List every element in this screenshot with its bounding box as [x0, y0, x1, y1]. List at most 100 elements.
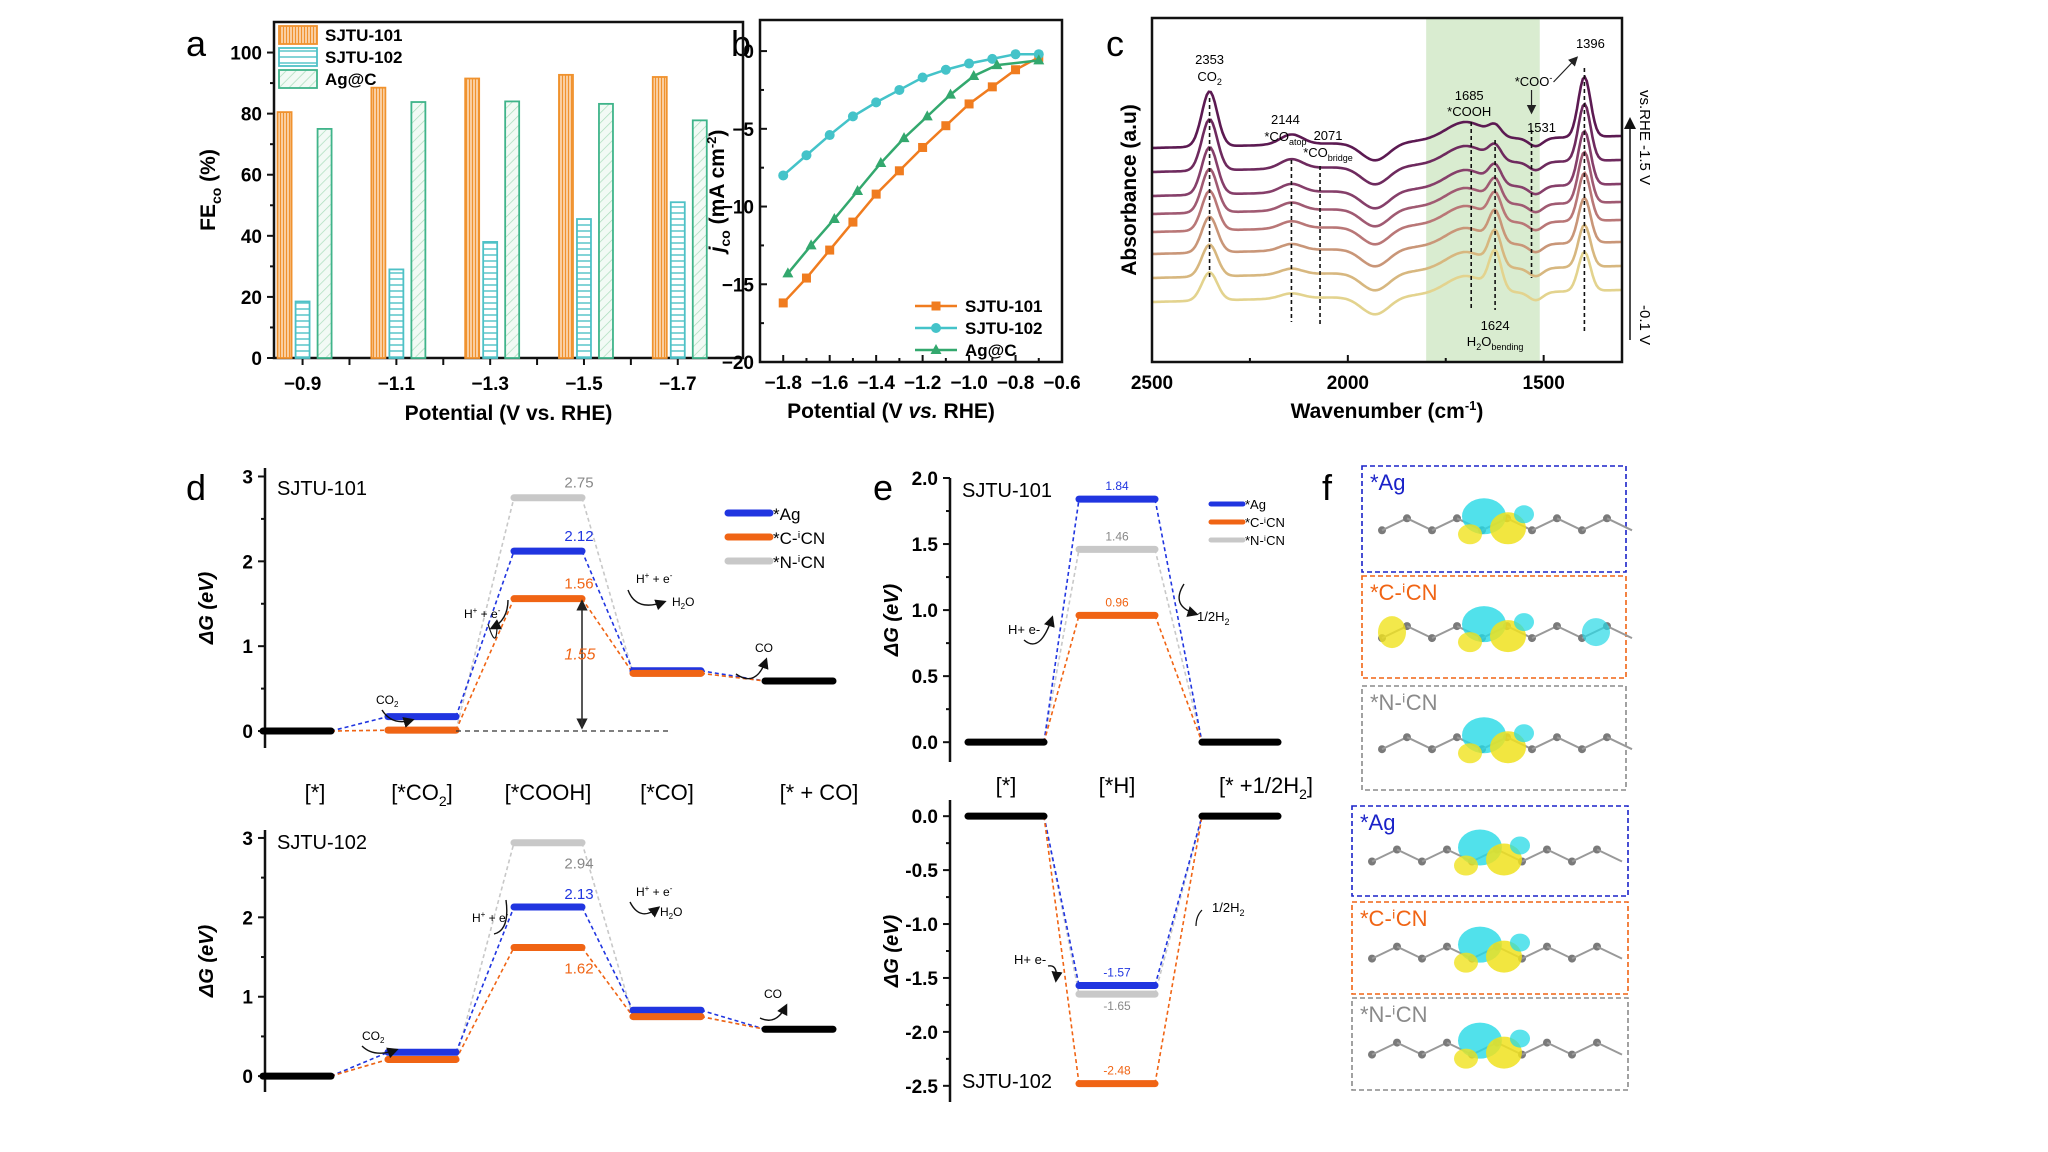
data-point	[987, 82, 997, 92]
panel-d-energy-diagram: 0 1 2 3 ΔG (eV) SJTU-101 0 1 2 3 ΔG (eV) SJTU-102 [*…	[196, 467, 858, 1092]
peak-label: 2071	[1314, 128, 1343, 143]
y-axis-label: ΔG (eV)	[881, 915, 903, 989]
box-label: *N-ⁱCN	[1360, 1002, 1427, 1027]
step-label: 1/2H2	[1197, 609, 1229, 627]
bond	[1546, 945, 1573, 960]
density-blob-yellow	[1454, 1048, 1478, 1069]
data-point	[828, 212, 840, 223]
legend-label: Ag@C	[325, 70, 377, 89]
category-label: [* +1/2H2]	[1219, 773, 1313, 802]
density-blob-cyan	[1510, 1029, 1530, 1048]
connector-line	[455, 842, 515, 1060]
panel-a-bar-chart: 0 20 40 60 80 100 −0.9 −1.1 −1.3 −1.5 −1.7 SJTU-101…	[197, 20, 745, 425]
connector-line	[455, 598, 515, 731]
bar-sjtu101	[651, 76, 668, 359]
step-label: H2O	[672, 595, 694, 611]
y-tick-label: -0.5	[905, 861, 938, 882]
step-arrow	[1195, 909, 1203, 927]
charge-density-box: *C-ⁱCN	[1361, 575, 1633, 679]
x-tick-label: −1.5	[565, 374, 603, 395]
box-label: *C-ⁱCN	[1370, 580, 1437, 605]
data-point	[1010, 49, 1021, 60]
bar-sjtu102	[669, 201, 686, 359]
connector-line	[330, 729, 389, 732]
data-point	[898, 132, 910, 143]
connector-line	[1154, 615, 1203, 743]
series-line-sjtu102	[782, 52, 1039, 177]
bond	[1371, 945, 1398, 960]
category-label: [*COOH]	[505, 780, 592, 805]
spectrum-line	[1151, 247, 1622, 316]
value-label: 2.94	[564, 856, 593, 873]
density-blob-yellow	[1454, 952, 1478, 973]
data-point	[778, 298, 788, 308]
subtitle: SJTU-101	[277, 478, 367, 500]
step-label: CO2	[376, 693, 399, 709]
step-label: H+ + e-	[472, 910, 509, 925]
step-arrow	[735, 657, 769, 680]
data-point	[964, 99, 974, 109]
data-point	[921, 110, 933, 121]
data-point	[1033, 49, 1044, 60]
peak-assignment: *COatop	[1264, 129, 1306, 147]
value-label: 1.62	[564, 961, 593, 978]
bar-sjtu102	[388, 268, 405, 359]
spectrum-line	[1151, 171, 1622, 246]
value-label: -1.65	[1103, 999, 1131, 1013]
panel-label-f: f	[1322, 467, 1333, 508]
charge-density-box: *Ag	[1351, 805, 1629, 897]
spectrum-line	[1151, 150, 1622, 228]
step-label: H2O	[660, 905, 682, 921]
bond	[1521, 945, 1548, 960]
data-point	[782, 267, 794, 278]
bar-agc	[504, 100, 521, 359]
box-label: *N-ⁱCN	[1370, 690, 1437, 715]
density-blob-yellow	[1458, 524, 1482, 545]
step-arrow	[493, 899, 508, 935]
charge-density-box: *N-ⁱCN	[1361, 685, 1633, 791]
bond	[1546, 848, 1573, 863]
axes-frame	[758, 18, 1064, 364]
y-axis-label: FEco (%)	[197, 149, 224, 231]
value-label: 2.13	[564, 886, 593, 903]
data-point	[825, 245, 835, 255]
y-tick-label: 1.5	[912, 535, 939, 556]
bond	[1431, 517, 1458, 532]
connector-line	[1154, 549, 1203, 743]
subtitle: SJTU-102	[277, 832, 367, 854]
data-point	[871, 97, 882, 108]
legend-label: *C-ⁱCN	[1245, 515, 1285, 530]
legend-label: *N-ⁱCN	[773, 553, 825, 572]
y-tick-label: 2.0	[912, 469, 938, 490]
peak-assignment: *CObridge	[1303, 145, 1353, 163]
data-point	[801, 273, 811, 283]
y-axis-label: ΔG (eV)	[196, 572, 218, 646]
x-tick-label: −1.3	[471, 374, 509, 395]
y-tick-label: −10	[722, 198, 754, 219]
y-axis-label: ΔG (eV)	[196, 925, 218, 999]
potential-label-bottom: -0.1 V	[1636, 305, 1653, 345]
panel-e-her-diagram: 0.0 0.5 1.0 1.5 2.0 ΔG (eV) SJTU-101 0.0 -0.5 -1.…	[881, 469, 1313, 1102]
y-tick-label: 0	[242, 722, 253, 743]
step-label: H+ + e-	[636, 571, 673, 586]
step-arrow	[1178, 583, 1199, 617]
category-label: [*H]	[1099, 773, 1136, 798]
step-label: CO	[755, 641, 773, 655]
connector-line	[700, 672, 766, 682]
connector-line	[330, 1051, 389, 1077]
legend-marker	[931, 301, 941, 311]
bond	[1571, 945, 1598, 960]
x-tick-label: 2500	[1131, 373, 1173, 394]
bond	[1581, 517, 1608, 532]
panel-b-line-chart: 0 −5 −10 −15 −20 −1.8 −1.6 −1.4 −1.2 −1.0 −0.8 −0.6…	[704, 18, 1081, 423]
bond	[1531, 625, 1558, 640]
axes-frame	[1150, 16, 1624, 364]
category-label: [*CO2]	[391, 780, 453, 809]
charge-density-box: *C-ⁱCN	[1351, 901, 1629, 995]
spectrum-line	[1151, 129, 1622, 210]
legend-marker	[930, 344, 942, 354]
bar-sjtu101	[370, 86, 387, 359]
density-blob-yellow	[1378, 616, 1406, 649]
data-point	[1033, 54, 1045, 65]
y-tick-label: 2	[242, 552, 253, 573]
